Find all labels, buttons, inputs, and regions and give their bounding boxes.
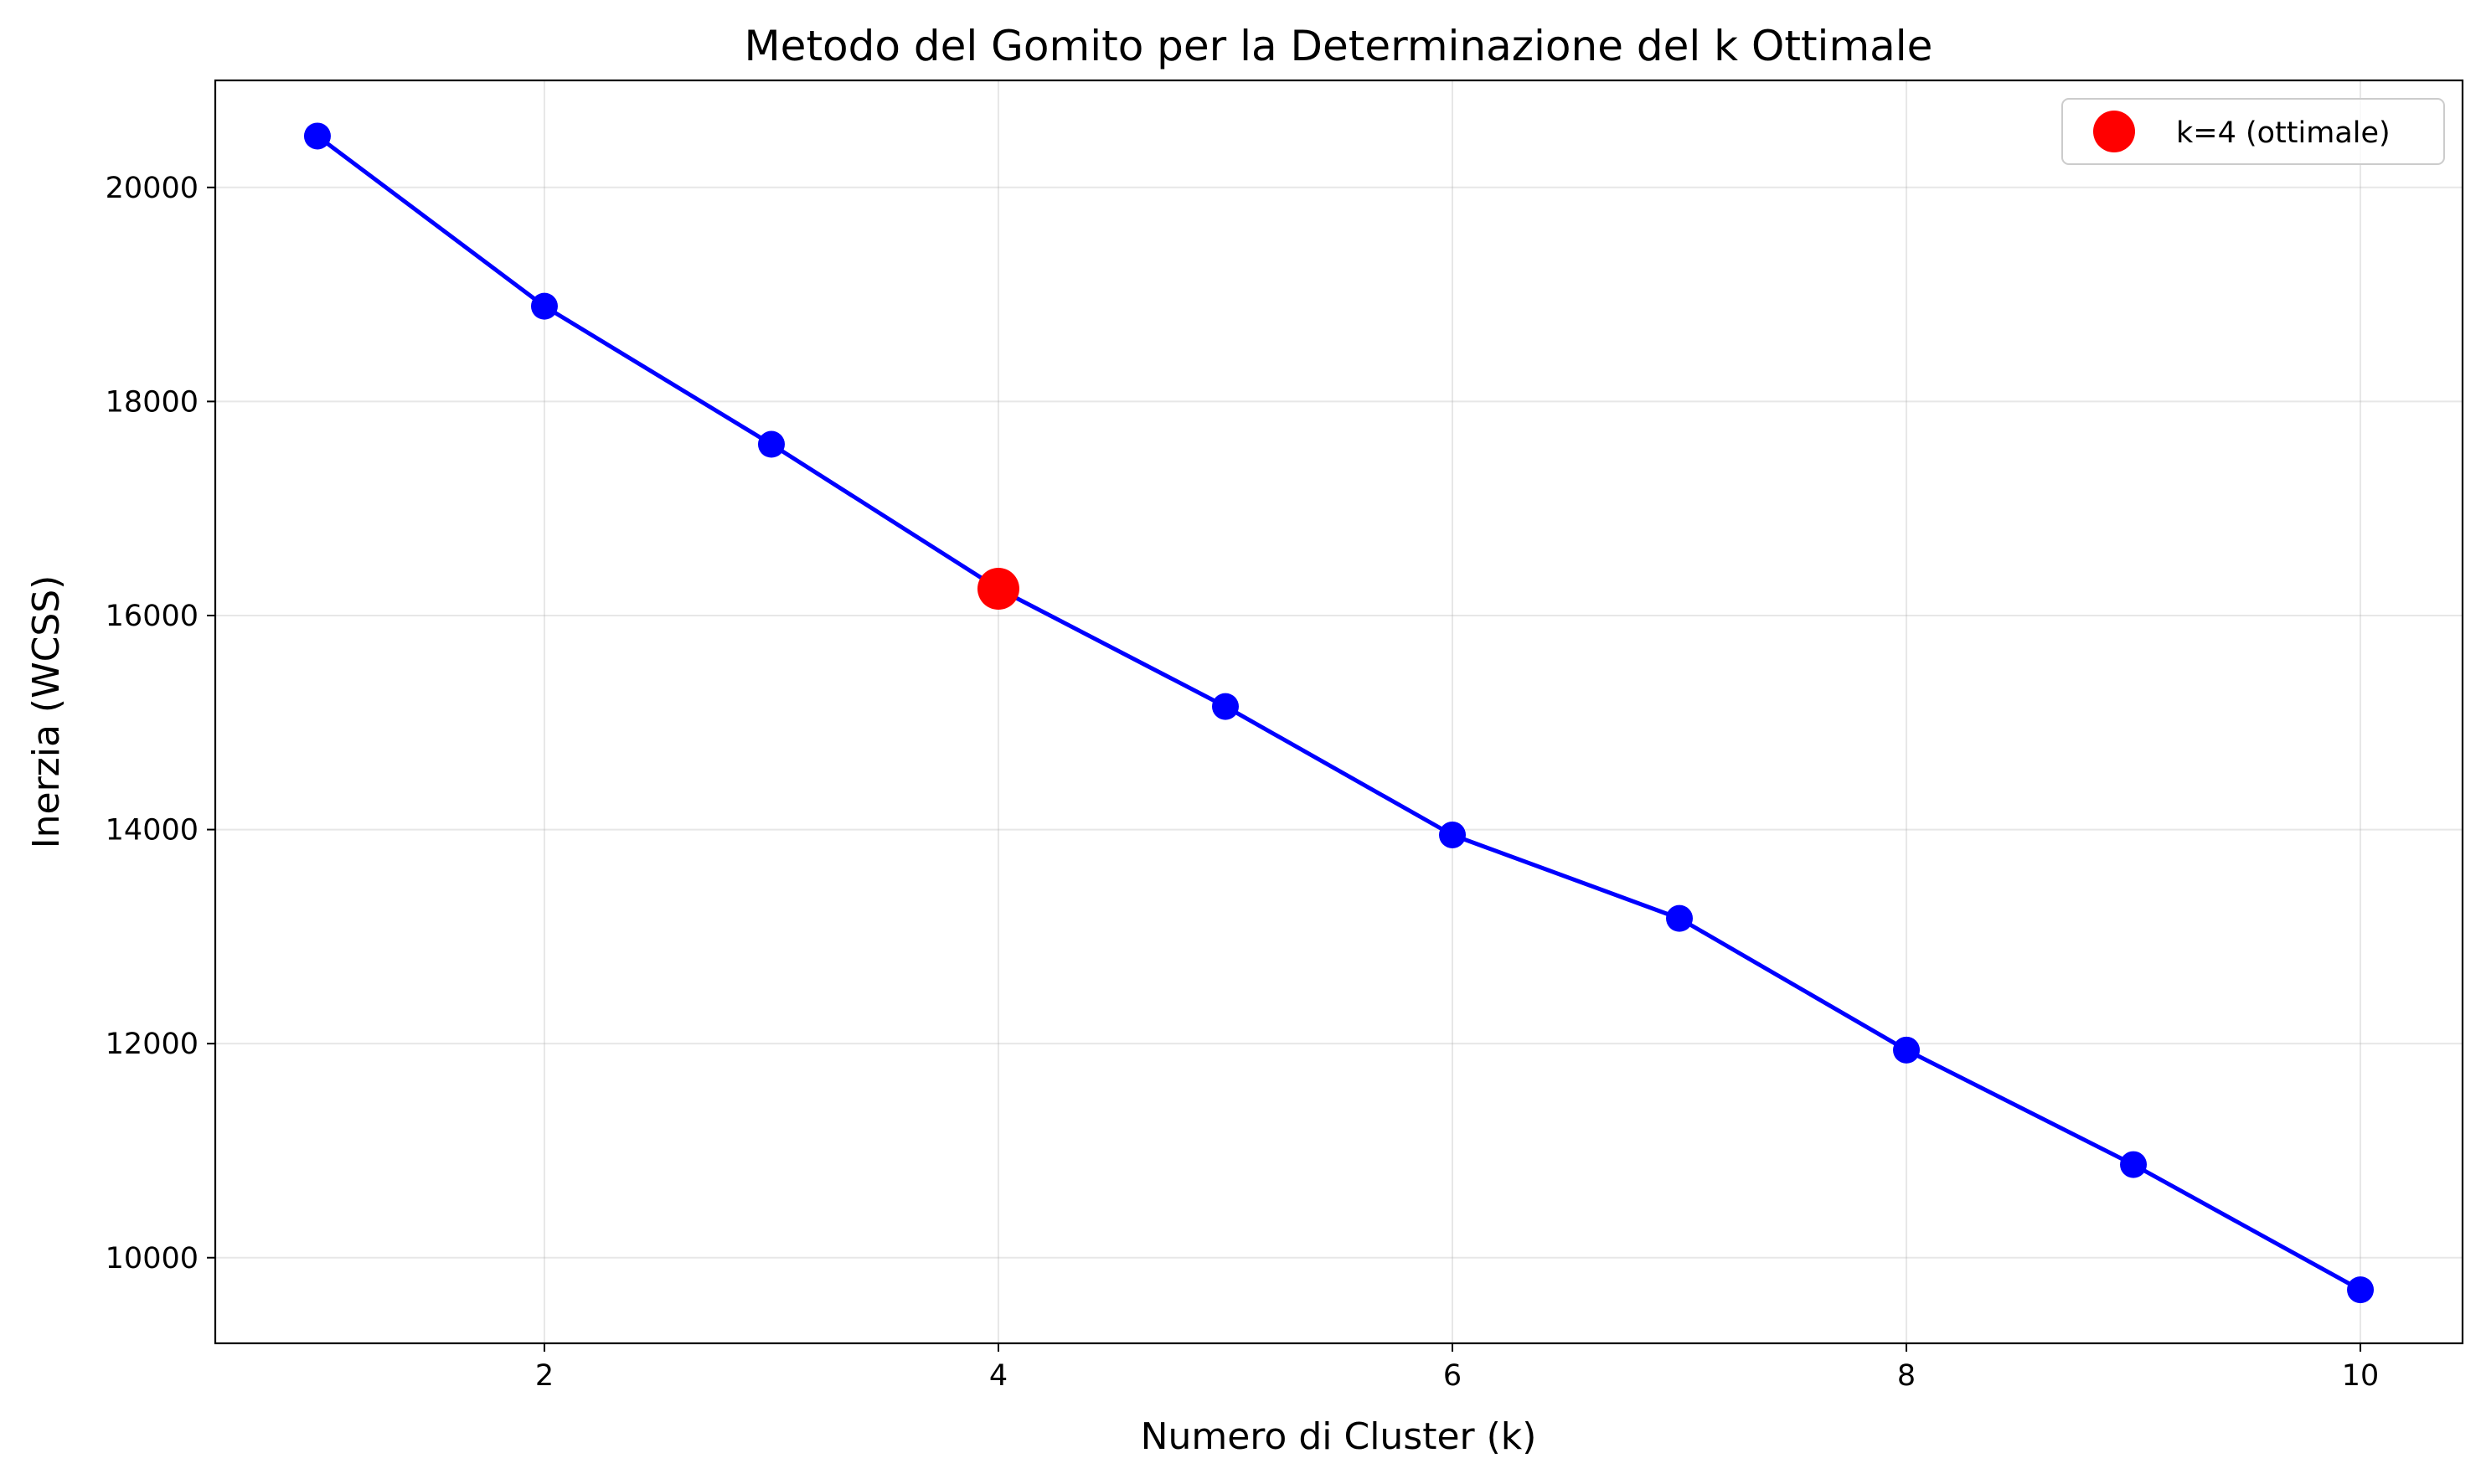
- data-point-k8: [1893, 1036, 1921, 1064]
- data-point-k1: [303, 122, 331, 150]
- x-axis-label: Numero di Cluster (k): [1141, 1415, 1537, 1458]
- x-tick-label: 8: [1897, 1359, 1916, 1393]
- data-point-k9: [2120, 1151, 2148, 1178]
- plot-frame: [214, 79, 2464, 1345]
- legend: k=4 (ottimale): [2061, 98, 2445, 165]
- data-point-k3: [757, 430, 785, 458]
- ticks-layer: 2 4 6 8 10 10000 12000 14000 16000 18000 20000: [106, 172, 2380, 1393]
- y-axis-label: Inerzia (WCSS): [25, 575, 68, 849]
- x-tick-label: 10: [2342, 1359, 2380, 1393]
- x-tick-label: 6: [1443, 1359, 1462, 1393]
- grid-layer: [215, 80, 2463, 1343]
- y-tick-label: 18000: [106, 385, 199, 419]
- data-point-k6: [1439, 821, 1467, 848]
- y-tick-label: 12000: [106, 1028, 199, 1061]
- y-tick-label: 14000: [106, 814, 199, 848]
- series-line: [316, 134, 2362, 1292]
- data-point-k2: [530, 292, 558, 320]
- x-tick-label: 4: [989, 1359, 1008, 1393]
- data-point-k5: [1211, 693, 1239, 720]
- y-tick-label: 10000: [106, 1242, 199, 1275]
- legend-marker-red-dot: [2093, 111, 2135, 152]
- y-tick-label: 20000: [106, 172, 199, 205]
- legend-box: [2061, 98, 2445, 165]
- data-point-k7: [1666, 904, 1694, 932]
- data-point-k10: [2347, 1276, 2375, 1304]
- legend-label: k=4 (ottimale): [2176, 116, 2391, 150]
- series-layer: [303, 122, 2375, 1304]
- chart-title: Metodo del Gomito per la Determinazione …: [745, 22, 1933, 70]
- optimal-k-marker: [977, 568, 1019, 611]
- x-tick-label: 2: [535, 1359, 554, 1393]
- y-tick-label: 16000: [106, 600, 199, 633]
- highlight-layer: [977, 568, 1019, 611]
